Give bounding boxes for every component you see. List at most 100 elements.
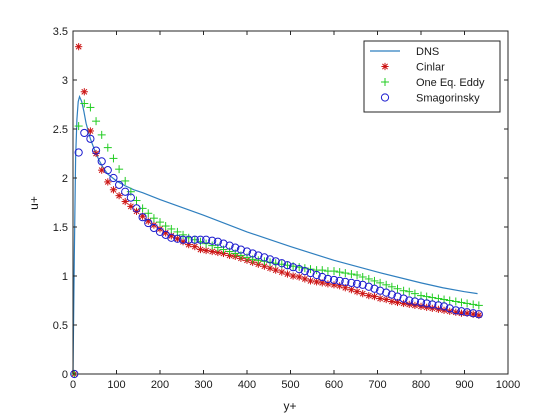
legend-label: Cinlar [416, 62, 445, 74]
data-point-smagorinsky [173, 234, 182, 243]
data-point-smagorinsky [410, 297, 420, 306]
data-point-smagorinsky [289, 263, 298, 272]
data-point-smagorinsky [318, 272, 327, 282]
data-point-smagorinsky [370, 284, 379, 293]
y-tick-label: 2.5 [53, 124, 68, 136]
data-point-one-eq-eddy [422, 292, 431, 301]
data-point-smagorinsky [178, 235, 188, 244]
x-tick-label: 0 [70, 379, 76, 391]
axes-layer: 0 100 200 300 400 500 600 700 800 900 1000 0 0.5 1 1.5… [53, 26, 521, 391]
data-point-cinlar [301, 275, 309, 283]
data-point-cinlar [393, 298, 402, 307]
data-point-one-eq-eddy [109, 154, 118, 163]
data-point-cinlar [388, 297, 396, 306]
data-point-smagorinsky [74, 148, 83, 157]
data-point-one-eq-eddy [115, 165, 124, 174]
data-point-smagorinsky [103, 166, 112, 175]
data-point-cinlar [376, 294, 384, 303]
data-point-cinlar [202, 246, 210, 255]
data-point-one-eq-eddy [445, 296, 454, 305]
data-point-smagorinsky [347, 278, 356, 287]
data-point-one-eq-eddy [358, 272, 367, 281]
data-point-one-eq-eddy [74, 122, 83, 131]
data-point-cinlar [75, 43, 83, 51]
y-axis-title: u+ [27, 196, 41, 210]
data-point-smagorinsky [329, 275, 339, 285]
data-point-smagorinsky [451, 306, 460, 315]
data-point-smagorinsky [393, 292, 402, 301]
data-point-cinlar [353, 288, 361, 296]
data-point-smagorinsky [196, 235, 205, 244]
y-tick-label: 2 [62, 173, 68, 185]
data-point-one-eq-eddy [417, 291, 425, 300]
series-line-dns [72, 94, 478, 375]
data-point-smagorinsky [405, 296, 414, 305]
data-point-smagorinsky [439, 302, 449, 311]
data-point-one-eq-eddy [330, 267, 338, 276]
data-point-smagorinsky [387, 290, 396, 299]
y-tick-label: 3 [62, 75, 68, 87]
data-point-smagorinsky [231, 243, 240, 252]
data-point-smagorinsky [190, 235, 199, 244]
data-point-one-eq-eddy [86, 103, 95, 112]
data-point-smagorinsky [457, 307, 466, 316]
data-point-smagorinsky [219, 239, 228, 248]
data-point-smagorinsky [213, 237, 222, 246]
data-point-cinlar [313, 278, 321, 286]
data-point-one-eq-eddy [364, 274, 373, 283]
data-point-one-eq-eddy [376, 278, 385, 287]
legend: DNS Cinlar One Eq. Eddy Smagorinsky [363, 40, 501, 113]
data-point-smagorinsky [80, 128, 89, 138]
data-point-smagorinsky [352, 279, 362, 288]
legend-item-smagorinsky: Smagorinsky [380, 93, 480, 105]
y-tick-label: 0 [62, 369, 68, 381]
data-point-smagorinsky [277, 259, 286, 268]
data-point-smagorinsky [265, 255, 275, 264]
legend-swatch [381, 78, 389, 86]
data-point-one-eq-eddy [393, 284, 402, 293]
data-point-one-eq-eddy [474, 301, 483, 310]
data-point-smagorinsky [376, 286, 385, 295]
data-point-one-eq-eddy [341, 269, 350, 278]
data-point-one-eq-eddy [387, 282, 396, 291]
data-point-one-eq-eddy [410, 289, 419, 298]
data-point-smagorinsky [422, 299, 431, 308]
data-point-cinlar [191, 243, 199, 251]
data-point-one-eq-eddy [156, 218, 164, 227]
data-point-smagorinsky [399, 294, 408, 303]
series-dns [72, 94, 478, 375]
data-point-one-eq-eddy [382, 280, 391, 289]
data-point-smagorinsky [242, 247, 252, 256]
data-point-one-eq-eddy [370, 276, 379, 285]
data-point-smagorinsky [132, 204, 141, 213]
x-tick-label: 500 [281, 379, 299, 391]
data-point-cinlar [324, 280, 332, 288]
legend-box [363, 40, 501, 113]
data-point-smagorinsky [445, 304, 454, 313]
data-point-smagorinsky [283, 261, 292, 270]
data-point-one-eq-eddy [80, 99, 89, 108]
data-point-smagorinsky [260, 253, 269, 262]
data-point-cinlar [306, 277, 315, 285]
data-point-cinlar [156, 225, 164, 233]
data-point-cinlar [341, 284, 349, 292]
data-point-one-eq-eddy [167, 224, 176, 233]
data-point-cinlar [347, 286, 355, 294]
x-tick-label: 700 [368, 379, 386, 391]
data-point-cinlar [104, 178, 112, 186]
data-point-cinlar [295, 273, 303, 281]
data-point-one-eq-eddy [149, 214, 158, 223]
data-point-cinlar [115, 192, 123, 200]
data-point-one-eq-eddy [469, 300, 478, 309]
data-point-smagorinsky [469, 309, 478, 318]
data-point-smagorinsky [416, 298, 426, 307]
data-point-smagorinsky [358, 280, 367, 289]
y-tick-label: 3.5 [53, 26, 68, 38]
data-point-smagorinsky [434, 301, 443, 310]
legend-label: One Eq. Eddy [416, 77, 485, 89]
data-point-smagorinsky [86, 134, 95, 143]
data-point-cinlar [278, 268, 286, 276]
data-point-smagorinsky [202, 235, 211, 244]
data-point-smagorinsky [208, 236, 217, 245]
